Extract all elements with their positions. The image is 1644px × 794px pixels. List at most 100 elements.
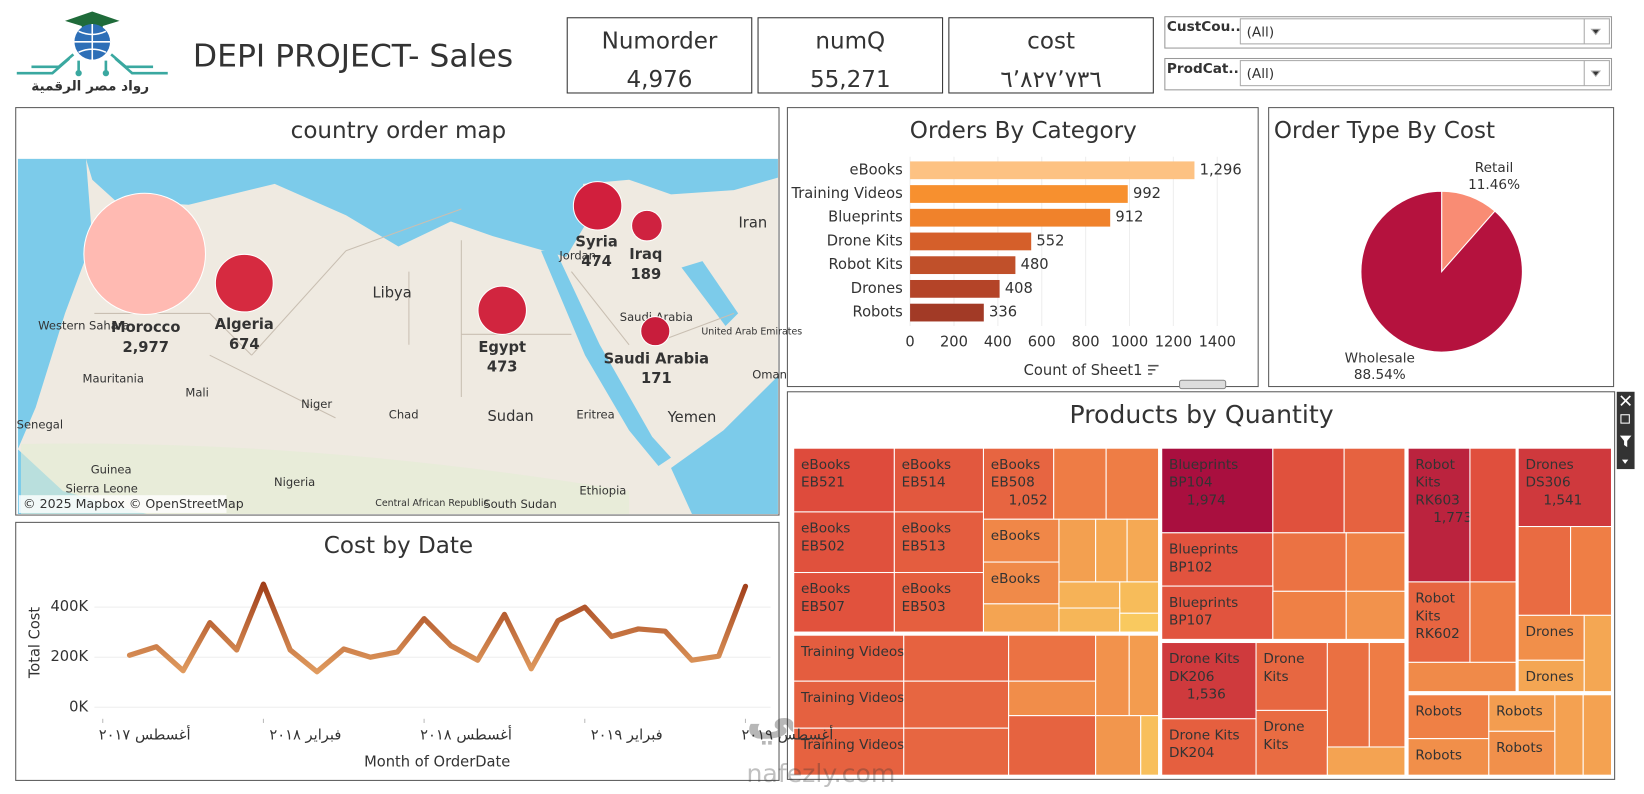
treemap-cell <box>1345 590 1406 640</box>
treemap-cell <box>1008 634 1097 682</box>
value-label: 336 <box>989 304 1017 321</box>
cell-label: Kits <box>1415 475 1440 491</box>
cell-label: EB502 <box>801 538 845 554</box>
close-button[interactable] <box>1620 395 1631 406</box>
y-tick-label: 200K <box>50 648 88 665</box>
place-label: Libya <box>373 285 412 302</box>
x-axis-title: Count of Sheet1 <box>1024 362 1143 379</box>
country-label: Syria <box>575 233 617 250</box>
cell-label: eBooks <box>801 457 850 473</box>
country-value: 474 <box>581 253 612 270</box>
cell-label: Robots <box>1496 740 1543 756</box>
cell-label: Drone Kits <box>1169 651 1240 667</box>
cell-label: Robots <box>1415 703 1462 719</box>
place-label: Senegal <box>17 418 63 432</box>
place-label: Mauritania <box>83 372 144 386</box>
treemap-cell <box>982 447 1055 520</box>
place-label: South Sudan <box>483 497 556 511</box>
treemap-cell <box>1517 447 1613 528</box>
open-button[interactable] <box>1620 414 1630 424</box>
cell-value: 1,974 <box>1187 492 1226 508</box>
cell-label: EB507 <box>801 599 845 615</box>
cell-value: 1,536 <box>1187 687 1226 703</box>
bar <box>910 256 1016 275</box>
cell-label: Drones <box>1526 457 1574 473</box>
place-label: Eritrea <box>576 407 614 421</box>
watermark: nafezly.com <box>746 759 895 788</box>
cell-value: 1,052 <box>1009 492 1048 508</box>
cell-label: RK602 <box>1415 626 1459 642</box>
treemap-cell <box>903 727 1010 776</box>
x-tick-label: 1400 <box>1199 334 1236 351</box>
cell-label: eBooks <box>902 581 951 597</box>
cell-label: Kits <box>1415 608 1440 624</box>
country-value: 674 <box>229 336 260 353</box>
filter-label: ProdCat.. <box>1167 61 1239 77</box>
more-button[interactable] <box>1621 459 1629 464</box>
cell-label: Drones <box>1526 624 1574 640</box>
place-label: Western Sahara <box>38 318 129 332</box>
treemap-cell <box>1095 715 1142 776</box>
treemap-cell <box>1126 518 1160 583</box>
slice-label: Retail <box>1475 160 1513 176</box>
resize-handle[interactable] <box>1179 379 1227 390</box>
treemap-cell <box>1407 447 1471 583</box>
cell-label: DS306 <box>1526 475 1571 491</box>
treemap-cell <box>1368 641 1406 748</box>
toolbar <box>1616 391 1635 470</box>
treemap-cell <box>982 518 1060 563</box>
treemap-cell <box>893 447 984 513</box>
cell-label: Training Videos <box>800 737 904 753</box>
cell-label: eBooks <box>902 457 951 473</box>
cell-label: Drones <box>1526 669 1574 685</box>
place-label: United Arab Emirates <box>701 327 802 338</box>
value-label: 552 <box>1036 232 1064 249</box>
country-label: Saudi Arabia <box>604 350 709 367</box>
value-label: 992 <box>1133 185 1161 202</box>
x-tick-label: أغسطس ٢٠١٩ <box>742 725 834 744</box>
logo-text: رواد مصر الرقمية <box>31 79 149 95</box>
value-label: 1,296 <box>1200 161 1242 178</box>
treemap-cell <box>1058 518 1097 583</box>
cell-label: eBooks <box>991 528 1040 544</box>
treemap-cell <box>793 571 895 633</box>
category-label: Blueprints <box>828 209 903 226</box>
kpi-box <box>757 17 944 94</box>
cell-label: Drone <box>1263 719 1304 735</box>
treemap-cell <box>1517 614 1585 661</box>
filter-dropdown[interactable]: (All) <box>1239 60 1610 87</box>
cell-label: Blueprints <box>1169 457 1238 473</box>
x-tick-label: 1000 <box>1111 334 1148 351</box>
attribution-bg <box>18 495 227 513</box>
country-label: Algeria <box>215 316 274 333</box>
cell-value: 1,773 <box>1433 510 1472 526</box>
filter-dropdown[interactable]: (All) <box>1239 18 1610 45</box>
cell-label: Blueprints <box>1169 542 1238 558</box>
x-tick-label: أغسطس ٢٠١٨ <box>420 725 512 744</box>
cell-label: EB503 <box>902 599 946 615</box>
treemap-cell <box>1469 581 1517 663</box>
x-axis-title: Month of OrderDate <box>364 754 510 771</box>
dashboard-title: DEPI PROJECT- Sales <box>193 38 513 74</box>
treemap-cell <box>1161 718 1257 776</box>
bar <box>910 208 1111 227</box>
place-label: Chad <box>389 407 419 421</box>
filter-button[interactable] <box>1619 435 1632 448</box>
bar <box>910 279 1000 298</box>
chart-title: country order map <box>291 118 507 144</box>
bar <box>910 185 1128 203</box>
treemap-cell <box>1161 447 1274 534</box>
arabian-sea <box>671 376 778 515</box>
red-sea <box>541 250 672 466</box>
cell-label: Robot <box>1415 457 1455 473</box>
treemap-cell <box>982 561 1060 605</box>
treemap-cell <box>1326 641 1370 748</box>
place-label: Niger <box>301 397 332 411</box>
country-bubble <box>214 253 274 313</box>
treemap-cell <box>1517 526 1572 616</box>
cell-label: BP104 <box>1169 475 1213 491</box>
dropdown-field <box>1239 18 1610 45</box>
treemap-cell <box>982 603 1060 633</box>
kpi-value: 55,271 <box>810 67 891 93</box>
category-label: eBooks <box>850 161 903 178</box>
